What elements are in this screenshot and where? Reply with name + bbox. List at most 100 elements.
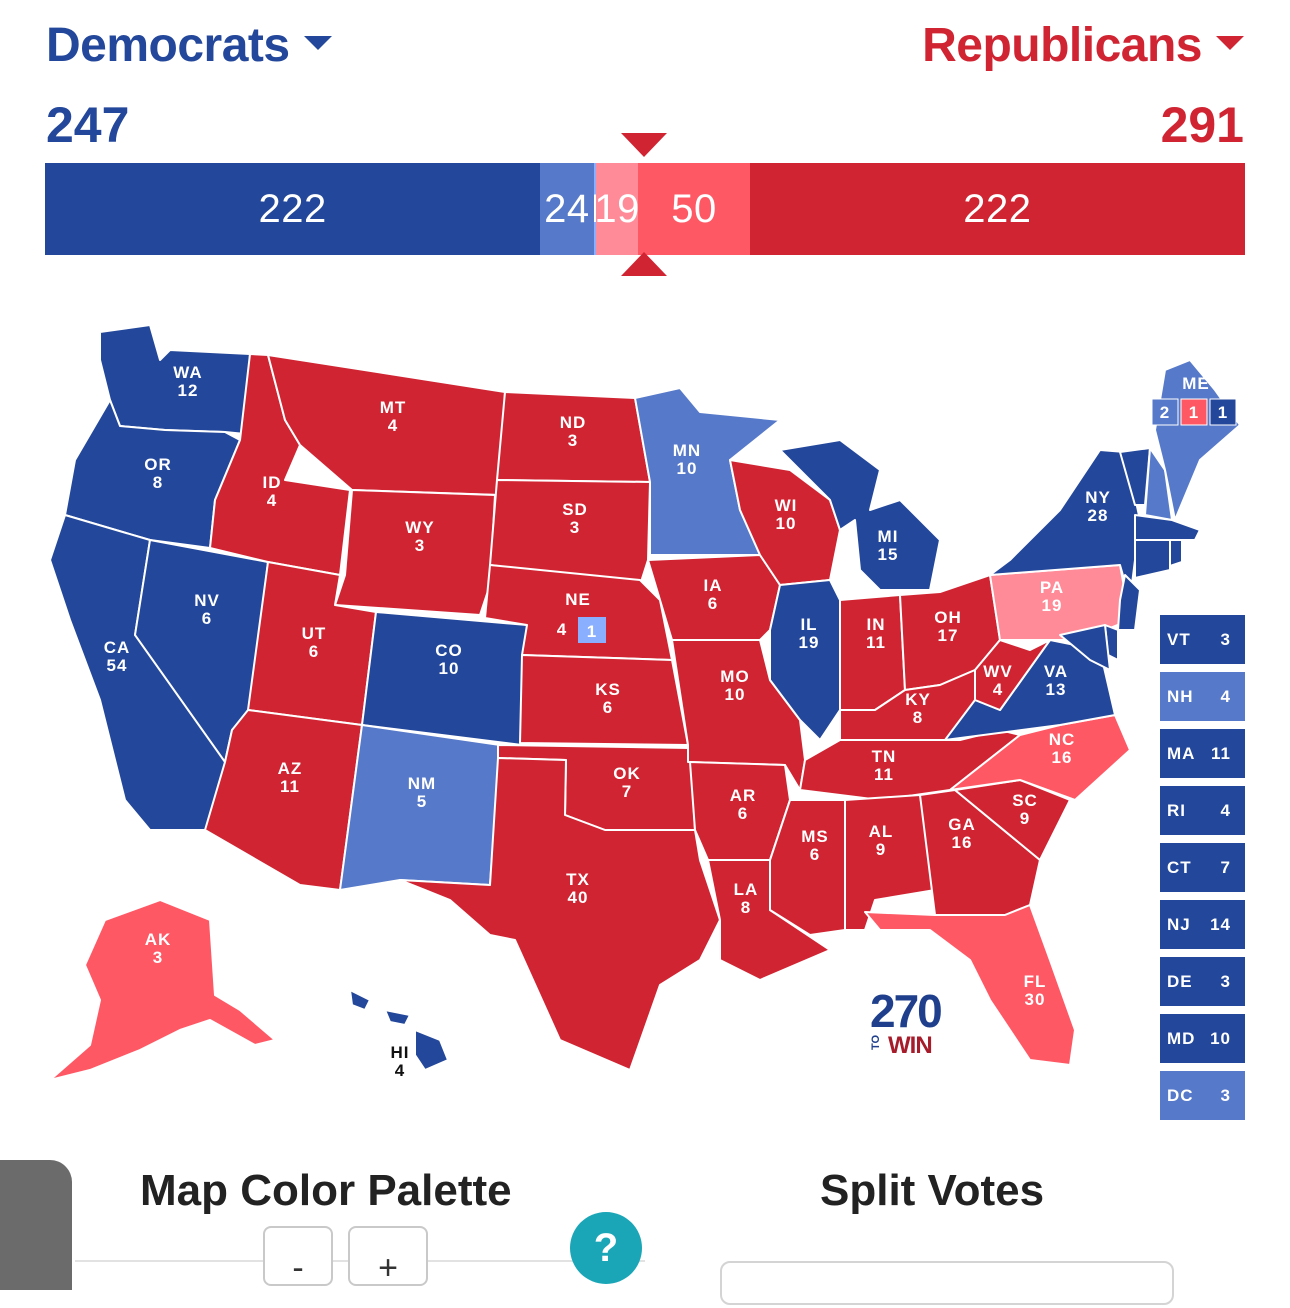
state-abbr-label: NV bbox=[194, 591, 220, 610]
state-al[interactable] bbox=[844, 794, 936, 931]
state-fl[interactable] bbox=[864, 904, 1076, 1066]
small-state-ev: 3 bbox=[1220, 971, 1231, 991]
electoral-vote-bar: 2222411950222 bbox=[45, 163, 1245, 255]
small-state-abbr: CT bbox=[1167, 857, 1192, 877]
state-abbr-label: OH bbox=[934, 608, 962, 627]
state-abbr-label: NM bbox=[408, 774, 436, 793]
state-ma[interactable] bbox=[1134, 514, 1201, 541]
state-hi[interactable] bbox=[384, 1009, 411, 1026]
state-md[interactable] bbox=[1059, 624, 1111, 671]
state-ev-label: 19 bbox=[1042, 596, 1063, 615]
state-ev-label: 4 bbox=[557, 620, 567, 639]
state-abbr-label: IA bbox=[704, 576, 723, 595]
republicans-total: 291 bbox=[1160, 97, 1244, 153]
state-ev-label: 9 bbox=[1020, 809, 1030, 828]
help-icon[interactable]: ? bbox=[570, 1212, 642, 1284]
small-state-ev: 4 bbox=[1220, 800, 1231, 820]
state-nj[interactable] bbox=[1117, 574, 1141, 631]
state-abbr-label: ND bbox=[560, 413, 587, 432]
state-ev-label: 4 bbox=[388, 416, 398, 435]
state-hi[interactable] bbox=[414, 1029, 449, 1071]
small-state-de-button[interactable]: DE 3 bbox=[1160, 957, 1245, 1006]
state-ev-label: 4 bbox=[395, 1061, 405, 1080]
small-state-nh-button[interactable]: NH 4 bbox=[1160, 672, 1245, 721]
state-ev-label: 12 bbox=[178, 381, 199, 400]
bar-segment: 19 bbox=[595, 163, 639, 255]
state-ri[interactable] bbox=[1169, 539, 1183, 567]
small-state-ct-button[interactable]: CT 7 bbox=[1160, 843, 1245, 892]
triangle-marker-icon bbox=[621, 133, 667, 157]
state-abbr-label: OK bbox=[613, 764, 641, 783]
state-abbr-label: LA bbox=[734, 880, 759, 899]
small-state-nj-button[interactable]: NJ 14 bbox=[1160, 900, 1245, 949]
270towin-logo: 270 TO WIN bbox=[870, 988, 950, 1060]
small-state-vt-button[interactable]: VT 3 bbox=[1160, 615, 1245, 664]
state-abbr-label: WV bbox=[983, 662, 1012, 681]
state-nc[interactable] bbox=[949, 714, 1131, 801]
state-abbr-label: MS bbox=[801, 827, 829, 846]
state-ev-label: 30 bbox=[1025, 990, 1046, 1009]
state-ev-label: 3 bbox=[570, 518, 580, 537]
democrats-dropdown[interactable]: Democrats bbox=[46, 18, 332, 73]
small-state-ma-button[interactable]: MA 11 bbox=[1160, 729, 1245, 778]
republicans-dropdown[interactable]: Republicans bbox=[922, 18, 1244, 73]
state-abbr-label: MO bbox=[720, 667, 749, 686]
state-ev-label: 16 bbox=[952, 833, 973, 852]
palette-minus-button[interactable]: - bbox=[263, 1226, 333, 1287]
state-abbr-label: PA bbox=[1040, 578, 1064, 597]
state-ev-label: 10 bbox=[439, 659, 460, 678]
side-tab[interactable] bbox=[0, 1160, 72, 1290]
state-mi[interactable] bbox=[779, 439, 941, 591]
state-il[interactable] bbox=[769, 579, 841, 741]
state-abbr-label: AL bbox=[869, 822, 894, 841]
state-ct[interactable] bbox=[1134, 539, 1171, 579]
logo-win: WIN bbox=[888, 1032, 933, 1059]
small-state-abbr: NJ bbox=[1167, 914, 1191, 934]
state-abbr-label: NY bbox=[1085, 488, 1111, 507]
state-ev-label: 40 bbox=[568, 888, 589, 907]
state-abbr-label: AK bbox=[145, 930, 172, 949]
state-ev-label: 11 bbox=[874, 765, 894, 784]
state-tx[interactable] bbox=[399, 757, 721, 1071]
state-hi[interactable] bbox=[349, 989, 371, 1011]
state-ak[interactable] bbox=[49, 899, 276, 1081]
ne-district-box[interactable] bbox=[578, 617, 606, 643]
state-ev-label: 4 bbox=[267, 491, 277, 510]
state-abbr-label: KS bbox=[595, 680, 621, 699]
state-sd[interactable] bbox=[489, 479, 651, 586]
small-state-abbr: NH bbox=[1167, 686, 1194, 706]
state-ev-label: 16 bbox=[1052, 748, 1073, 767]
state-mt[interactable] bbox=[267, 354, 506, 496]
me-district-box[interactable] bbox=[1151, 398, 1179, 426]
me-district-box[interactable] bbox=[1180, 398, 1208, 426]
state-co[interactable] bbox=[361, 611, 528, 746]
small-state-md-button[interactable]: MD 10 bbox=[1160, 1014, 1245, 1063]
state-abbr-label: OR bbox=[144, 455, 172, 474]
bar-segment: 222 bbox=[45, 163, 541, 255]
small-state-dc-button[interactable]: DC 3 bbox=[1160, 1071, 1245, 1120]
state-in[interactable] bbox=[839, 594, 906, 711]
state-abbr-label: KY bbox=[905, 690, 931, 709]
small-state-ri-button[interactable]: RI 4 bbox=[1160, 786, 1245, 835]
me-district-label: 2 bbox=[1160, 403, 1170, 422]
state-ev-label: 9 bbox=[876, 840, 886, 859]
state-ev-label: 6 bbox=[738, 804, 748, 823]
state-ev-label: 28 bbox=[1088, 506, 1109, 525]
state-ev-label: 8 bbox=[153, 473, 163, 492]
state-ev-label: 6 bbox=[309, 642, 319, 661]
me-district-box[interactable] bbox=[1209, 398, 1237, 426]
state-ev-label: 5 bbox=[417, 792, 427, 811]
small-state-ev: 7 bbox=[1220, 857, 1231, 877]
small-state-abbr: VT bbox=[1167, 629, 1191, 649]
state-ev-label: 10 bbox=[776, 514, 797, 533]
map-color-palette-title: Map Color Palette bbox=[140, 1166, 512, 1215]
split-votes-title: Split Votes bbox=[820, 1166, 1045, 1215]
triangle-marker-icon bbox=[621, 252, 667, 276]
bar-segment: 24 bbox=[540, 163, 594, 255]
bar-segment: 222 bbox=[749, 163, 1245, 255]
ne-district-label: 1 bbox=[587, 622, 597, 641]
state-wa[interactable] bbox=[99, 324, 251, 435]
palette-plus-button[interactable]: + bbox=[348, 1226, 428, 1287]
small-state-ev: 3 bbox=[1220, 1085, 1231, 1105]
